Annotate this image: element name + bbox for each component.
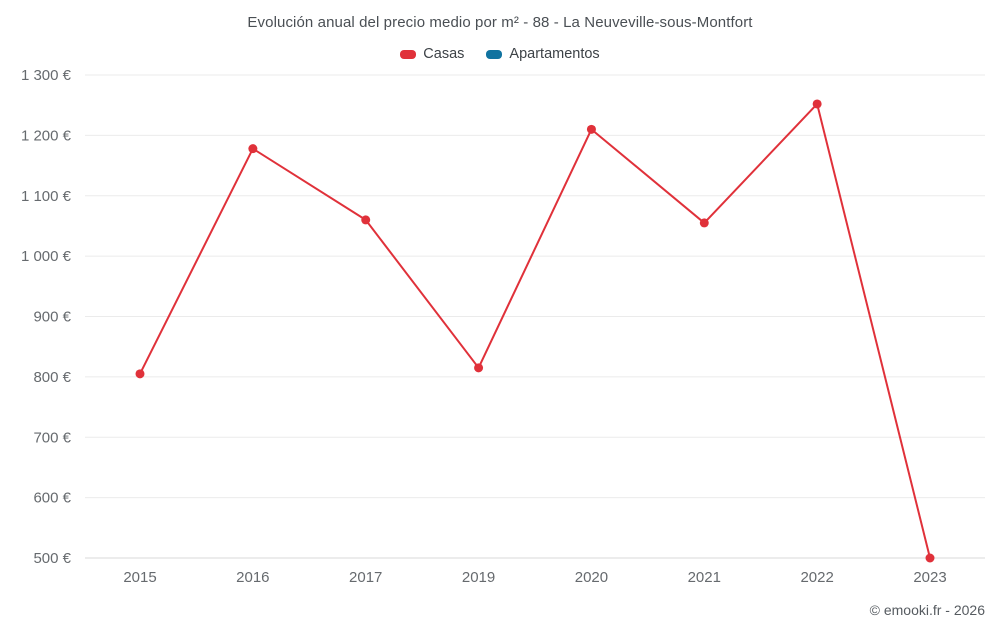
legend-swatch-casas: [400, 49, 417, 59]
data-point[interactable]: [248, 144, 258, 154]
legend-label-apartamentos: Apartamentos: [509, 46, 600, 62]
y-axis-tick-label: 500 €: [33, 550, 71, 567]
y-axis-tick-label: 1 200 €: [21, 127, 72, 144]
chart-title: Evolución anual del precio medio por m² …: [247, 14, 753, 31]
data-point[interactable]: [474, 363, 484, 373]
data-point[interactable]: [586, 124, 596, 134]
series-line-casas: [139, 102, 931, 559]
data-point[interactable]: [925, 553, 935, 563]
x-axis-tick-label: 2021: [688, 569, 721, 586]
y-axis-tick-label: 700 €: [33, 429, 71, 446]
data-point[interactable]: [135, 369, 145, 379]
x-axis-tick-label: 2015: [123, 569, 156, 586]
y-axis-tick-label: 600 €: [33, 490, 71, 507]
chart-legend: Casas Apartamentos: [0, 46, 1000, 62]
x-axis-tick-label: 2016: [236, 569, 269, 586]
y-axis-tick-label: 1 100 €: [21, 188, 72, 205]
x-axis-tick-label: 2022: [800, 569, 833, 586]
legend-label-casas: Casas: [423, 46, 465, 62]
y-axis-tick-label: 1 300 €: [21, 67, 72, 84]
legend-swatch-apartamentos: [486, 49, 503, 59]
x-axis-tick-label: 2023: [913, 569, 946, 586]
y-axis-tick-label: 1 000 €: [21, 248, 72, 265]
data-point[interactable]: [361, 215, 371, 225]
data-point[interactable]: [812, 99, 822, 109]
x-axis-tick-label: 2017: [349, 569, 382, 586]
x-axis-tick-label: 2019: [462, 569, 495, 586]
x-axis-tick-label: 2020: [575, 569, 608, 586]
y-axis-tick-label: 800 €: [33, 369, 71, 386]
watermark-credit: © emooki.fr - 2026: [869, 602, 985, 618]
y-axis-tick-label: 900 €: [33, 309, 71, 326]
legend-item-casas[interactable]: Casas: [400, 46, 464, 62]
legend-item-apartamentos[interactable]: Apartamentos: [486, 46, 600, 62]
data-point[interactable]: [699, 218, 709, 228]
